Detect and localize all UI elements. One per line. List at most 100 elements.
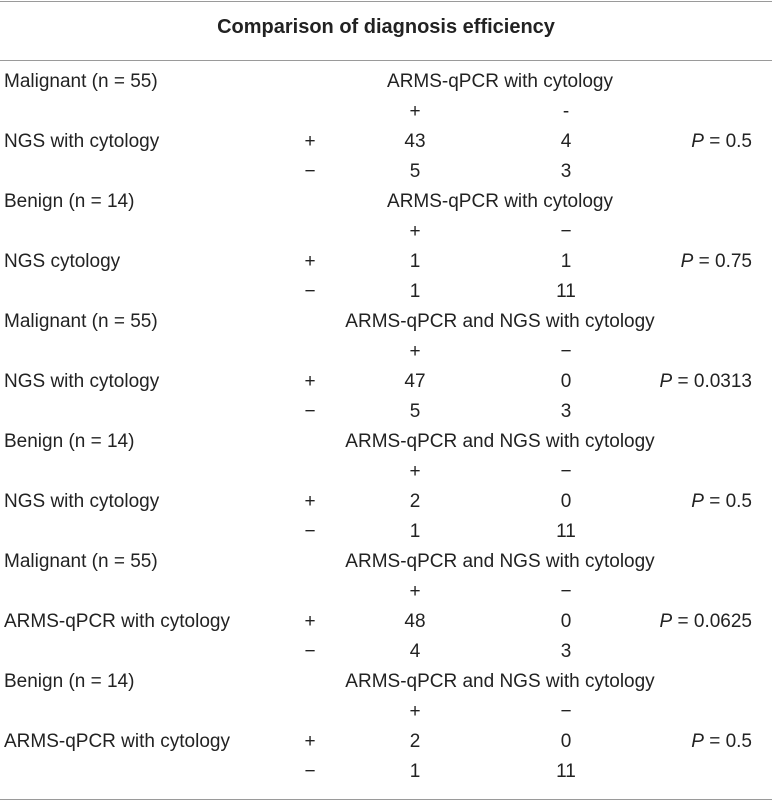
plus-row: NGS with cytology +2 0 P = 0.5 <box>0 487 772 517</box>
row-plus-sign: + <box>304 731 316 752</box>
count-minus-minus: 3 <box>560 401 572 422</box>
count-plus-plus: 2 <box>409 491 421 512</box>
count-minus-minus: 11 <box>556 281 576 302</box>
comparator-label: ARMS-qPCR and NGS with cytology <box>345 311 655 332</box>
count-minus-plus: 1 <box>409 281 421 302</box>
column-plus-sign: + <box>409 581 421 602</box>
count-minus-minus: 11 <box>556 521 576 542</box>
method-label: ARMS-qPCR with cytology <box>4 611 230 632</box>
table-title: Comparison of diagnosis efficiency <box>217 16 555 38</box>
p-value-number: = 0.5 <box>703 731 752 752</box>
top-rule <box>0 1 772 2</box>
row-plus-sign: + <box>304 251 316 272</box>
group-header-row: Benign (n = 14) ARMS-qPCR and NGS with cy… <box>0 667 772 697</box>
minus-row: − 4 3 <box>0 637 772 667</box>
p-value: P = 0.5 <box>691 127 752 157</box>
p-symbol: P <box>659 371 673 392</box>
minus-row: − 5 3 <box>0 397 772 427</box>
header-rule <box>0 60 772 61</box>
comparator-label: ARMS-qPCR and NGS with cytology <box>345 551 655 572</box>
group-label: Benign (n = 14) <box>4 191 135 212</box>
minus-row: −1 11 <box>0 517 772 547</box>
row-minus-sign: − <box>304 401 316 422</box>
group-label: Malignant (n = 55) <box>4 71 158 92</box>
bottom-rule <box>0 799 772 800</box>
method-label: NGS cytology <box>4 251 121 272</box>
p-value: P = 0.75 <box>681 247 752 277</box>
count-minus-minus: 3 <box>560 161 572 182</box>
group-label: Benign (n = 14) <box>4 671 135 692</box>
column-plus-sign: + <box>409 221 421 242</box>
p-symbol: P <box>691 731 704 752</box>
minus-row: − 5 3 <box>0 157 772 187</box>
count-plus-minus: 0 <box>560 611 572 632</box>
p-value-number: = 0.5 <box>703 131 752 152</box>
column-sign-row: + − <box>0 697 772 727</box>
count-plus-minus: 0 <box>560 491 572 512</box>
count-plus-plus: 2 <box>409 731 421 752</box>
p-value-number: = 0.75 <box>693 251 752 272</box>
count-minus-plus: 5 <box>409 161 421 182</box>
group-header-row: Benign (n = 14) ARMS-qPCR with cytology <box>0 187 772 217</box>
count-minus-plus: 1 <box>409 761 421 782</box>
column-plus-sign: + <box>409 341 421 362</box>
minus-row: −1 11 <box>0 757 772 787</box>
comparator-label: ARMS-qPCR with cytology <box>387 71 613 92</box>
count-plus-plus: 43 <box>404 131 426 152</box>
group-header-row: Benign (n = 14) ARMS-qPCR and NGS with cy… <box>0 427 772 457</box>
row-minus-sign: − <box>304 641 316 662</box>
p-symbol: P <box>680 251 694 272</box>
p-value: P = 0.0313 <box>660 367 752 397</box>
count-plus-minus: 0 <box>560 731 572 752</box>
p-value: P = 0.0625 <box>660 607 752 637</box>
group-label: Malignant (n = 55) <box>4 551 158 572</box>
column-minus-sign: - <box>562 101 570 122</box>
column-minus-sign: − <box>560 341 572 362</box>
count-plus-plus: 47 <box>404 371 426 392</box>
column-minus-sign: − <box>560 461 572 482</box>
row-plus-sign: + <box>304 611 316 632</box>
row-plus-sign: + <box>304 131 316 152</box>
method-label: NGS with cytology <box>4 131 160 152</box>
p-value: P = 0.5 <box>691 487 752 517</box>
comparator-label: ARMS-qPCR and NGS with cytology <box>345 671 655 692</box>
plus-row: ARMS-qPCR with cytology +2 0 P = 0.5 <box>0 727 772 757</box>
plus-row: ARMS-qPCR with cytology +48 0 P = 0.0625 <box>0 607 772 637</box>
comparator-label: ARMS-qPCR with cytology <box>387 191 613 212</box>
row-minus-sign: − <box>304 281 316 302</box>
p-value: P = 0.5 <box>691 727 752 757</box>
minus-row: −1 11 <box>0 277 772 307</box>
plus-row: NGS cytology +1 1 P = 0.75 <box>0 247 772 277</box>
count-plus-minus: 0 <box>560 371 572 392</box>
column-sign-row: + − <box>0 577 772 607</box>
column-sign-row: + − <box>0 217 772 247</box>
row-minus-sign: − <box>304 161 316 182</box>
column-sign-row: + − <box>0 457 772 487</box>
plus-row: NGS with cytology +43 4 P = 0.5 <box>0 127 772 157</box>
column-plus-sign: + <box>409 101 421 122</box>
group-header-row: Malignant (n = 55) ARMS-qPCR and NGS with… <box>0 307 772 337</box>
count-plus-minus: 4 <box>560 131 572 152</box>
group-label: Benign (n = 14) <box>4 431 135 452</box>
group-label: Malignant (n = 55) <box>4 311 158 332</box>
p-symbol: P <box>691 491 704 512</box>
column-minus-sign: − <box>560 221 572 242</box>
count-plus-plus: 1 <box>409 251 421 272</box>
row-minus-sign: − <box>304 521 316 542</box>
column-sign-row: + - <box>0 97 772 127</box>
p-value-number: = 0.0313 <box>672 371 752 392</box>
p-symbol: P <box>691 131 704 152</box>
method-label: NGS with cytology <box>4 371 160 392</box>
group-header-row: Malignant (n = 55) ARMS-qPCR with cytolog… <box>0 67 772 97</box>
plus-row: NGS with cytology +47 0 P = 0.0313 <box>0 367 772 397</box>
count-minus-plus: 1 <box>409 521 421 542</box>
column-plus-sign: + <box>409 701 421 722</box>
column-plus-sign: + <box>409 461 421 482</box>
count-minus-minus: 11 <box>556 761 576 782</box>
count-minus-plus: 4 <box>409 641 421 662</box>
p-value-number: = 0.0625 <box>672 611 752 632</box>
row-plus-sign: + <box>304 491 316 512</box>
count-plus-minus: 1 <box>560 251 572 272</box>
column-minus-sign: − <box>560 581 572 602</box>
